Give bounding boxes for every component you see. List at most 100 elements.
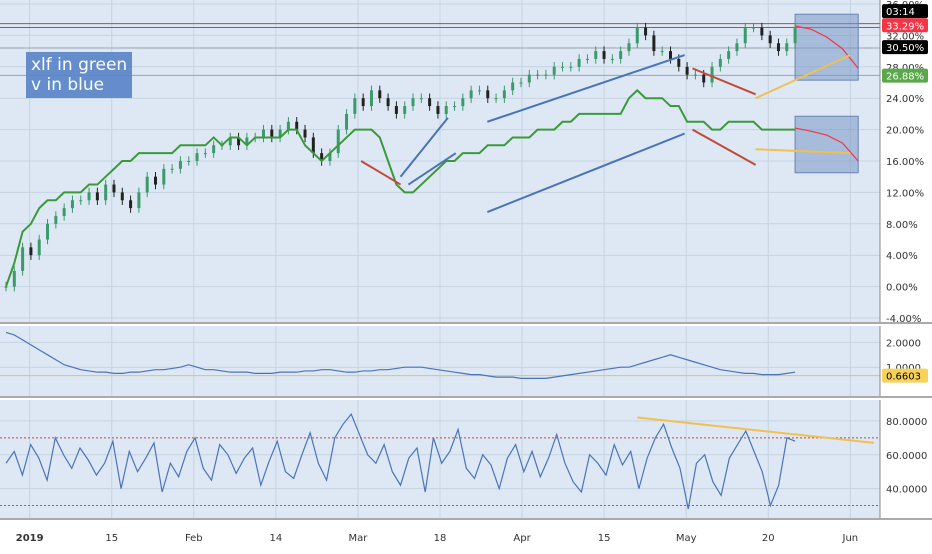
price-tag-label: 0.6603: [886, 372, 921, 383]
candle-body: [552, 66, 556, 75]
candle-body: [536, 74, 540, 76]
price-tag: [882, 18, 928, 33]
y-tick-label: -4.00%: [886, 314, 921, 325]
candle-body: [693, 74, 697, 76]
candle-body: [602, 51, 606, 59]
candle-body: [237, 137, 241, 146]
price-tag-label: 30.50%: [886, 43, 924, 54]
candle-body: [527, 74, 531, 83]
y-tick-label: 24.00%: [886, 94, 924, 105]
candle-body: [203, 153, 207, 155]
trendline: [487, 54, 685, 123]
candle-body: [195, 153, 199, 161]
candle-body: [519, 82, 523, 84]
candle-body: [37, 239, 41, 256]
candle-body: [760, 27, 764, 36]
candle-body: [461, 98, 465, 107]
price-tag-label: 26.88%: [886, 72, 924, 83]
x-tick-label: Jun: [842, 533, 859, 544]
candle-body: [178, 161, 182, 169]
candle-body: [436, 106, 440, 114]
panel-price: 36.00%32.00%28.00%24.00%20.00%16.00%12.0…: [0, 0, 932, 325]
candle-body: [328, 153, 332, 161]
candle-body: [303, 129, 307, 138]
candle-body: [585, 58, 589, 60]
candle-body: [353, 98, 357, 114]
candle-body: [4, 286, 8, 288]
candle-body: [627, 43, 631, 52]
candle-body: [187, 161, 191, 162]
candle-body: [278, 129, 282, 138]
x-tick-label: Apr: [513, 533, 531, 544]
candle-body: [768, 35, 772, 44]
candle-body: [46, 223, 50, 240]
candle-body: [635, 27, 639, 44]
candle-body: [320, 153, 324, 161]
candle-body: [270, 129, 274, 138]
candle-body: [511, 82, 515, 91]
candle-body: [544, 74, 548, 76]
trendline: [692, 67, 757, 96]
candle-body: [295, 121, 299, 130]
candle-body: [411, 98, 415, 107]
candle-body: [311, 137, 315, 154]
candle-body: [245, 137, 249, 146]
y-tick-label: 80.0000: [886, 417, 927, 428]
y-tick-label: 0.00%: [886, 283, 918, 294]
x-tick-label: May: [676, 533, 697, 544]
candle-body: [261, 129, 265, 138]
candle-body: [54, 215, 58, 224]
y-tick-label: 60.0000: [886, 451, 927, 462]
candle-body: [129, 200, 133, 209]
y-tick-label: 8.00%: [886, 220, 918, 231]
trendline: [755, 148, 851, 155]
time-axis: 2019 15 Feb 14 Mar 18 Apr 15 May 20 Jun: [16, 533, 858, 544]
candle-body: [95, 192, 99, 201]
candle-body: [727, 51, 731, 59]
trendline: [407, 152, 457, 186]
series-line-xlf: [5, 88, 796, 287]
candle-body: [477, 90, 481, 92]
price-tag: [882, 40, 928, 55]
trendline: [399, 117, 449, 178]
candle-body: [702, 74, 706, 83]
price-tag: [882, 4, 928, 19]
candle-body: [345, 113, 349, 130]
candle-body: [594, 51, 598, 59]
candle-body: [378, 90, 382, 99]
candle-body: [619, 51, 623, 59]
price-tag-label: 33.29%: [886, 21, 924, 32]
candle-body: [162, 168, 166, 185]
candle-body: [170, 168, 174, 170]
candle-body: [735, 43, 739, 52]
candle-body: [710, 66, 714, 83]
y-tick-label: 32.00%: [886, 31, 924, 42]
x-tick-label: Mar: [348, 533, 368, 544]
projection-box: [794, 115, 859, 174]
x-tick-label: 15: [105, 533, 118, 544]
candle-body: [212, 145, 216, 154]
legend-annotation: xlf in green v in blue: [26, 52, 132, 98]
trendline: [486, 132, 685, 213]
candle-body: [104, 184, 108, 201]
candle-body: [660, 51, 664, 53]
candle-body: [120, 192, 124, 201]
trendline: [692, 128, 757, 166]
y-tick-label: 4.00%: [886, 251, 918, 262]
trendline: [755, 54, 851, 100]
candle-body: [644, 27, 648, 36]
candle-body: [776, 43, 780, 52]
candle-body: [486, 90, 490, 99]
candle-body: [743, 27, 747, 44]
candle-body: [428, 98, 432, 107]
x-tick-label: 20: [762, 533, 775, 544]
candle-body: [668, 51, 672, 59]
candle-body: [453, 106, 457, 108]
x-tick-label: 15: [598, 533, 611, 544]
candle-body: [286, 121, 290, 130]
series-line-ratio: [5, 331, 796, 379]
candle-body: [154, 176, 158, 185]
y-tick-label: 2.0000: [886, 338, 921, 349]
